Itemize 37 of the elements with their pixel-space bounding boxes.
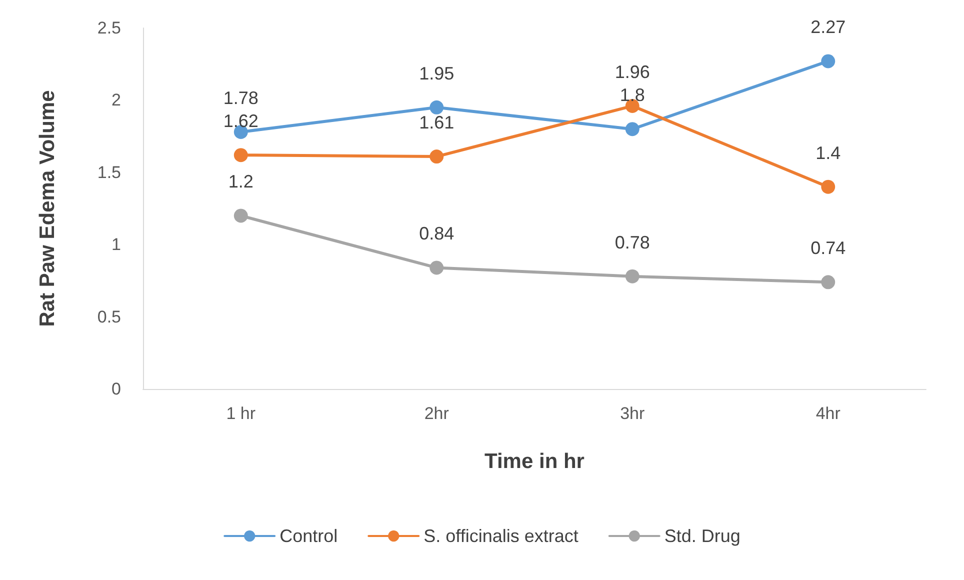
y-tick-label: 0.5 bbox=[97, 307, 121, 326]
point bbox=[234, 208, 248, 223]
data-label: 1.61 bbox=[419, 112, 454, 133]
data-label: 1.8 bbox=[620, 85, 645, 106]
data-label: 1.4 bbox=[816, 142, 841, 163]
y-tick-label: 1.5 bbox=[97, 162, 121, 182]
data-label: 1.2 bbox=[228, 172, 254, 192]
y-tick-label: 1 bbox=[112, 235, 121, 254]
data-label: 0.74 bbox=[810, 238, 846, 258]
data-label: 0.78 bbox=[614, 232, 650, 252]
y-axis-title: Rat Paw Edema Volume bbox=[36, 90, 59, 327]
x-axis-title: Time in hr bbox=[484, 450, 584, 473]
y-tick-label: 2 bbox=[112, 90, 121, 110]
data-label: 0.84 bbox=[419, 224, 454, 244]
data-label: 1.96 bbox=[614, 62, 650, 82]
point bbox=[821, 54, 836, 68]
point bbox=[821, 275, 836, 290]
point bbox=[430, 150, 444, 164]
data-label: 1.62 bbox=[223, 111, 258, 132]
point bbox=[821, 180, 836, 194]
point bbox=[430, 260, 444, 275]
point bbox=[430, 100, 444, 114]
legend-label: Control bbox=[280, 526, 338, 546]
x-tick-label: 1 hr bbox=[226, 404, 256, 423]
data-label: 1.95 bbox=[419, 63, 454, 84]
point bbox=[625, 122, 640, 136]
data-label: 1.78 bbox=[223, 88, 258, 108]
y-tick-label: 0 bbox=[112, 380, 121, 398]
x-tick-label: 4hr bbox=[816, 404, 841, 423]
point bbox=[234, 148, 248, 162]
y-tick-label: 2.5 bbox=[97, 18, 121, 38]
x-tick-label: 3hr bbox=[620, 404, 645, 423]
legend-label: S. officinalis extract bbox=[424, 526, 578, 546]
x-tick-label: 2hr bbox=[424, 404, 450, 423]
point bbox=[625, 269, 640, 284]
data-label: 2.27 bbox=[810, 17, 846, 38]
legend-label: Std. Drug bbox=[664, 526, 740, 546]
